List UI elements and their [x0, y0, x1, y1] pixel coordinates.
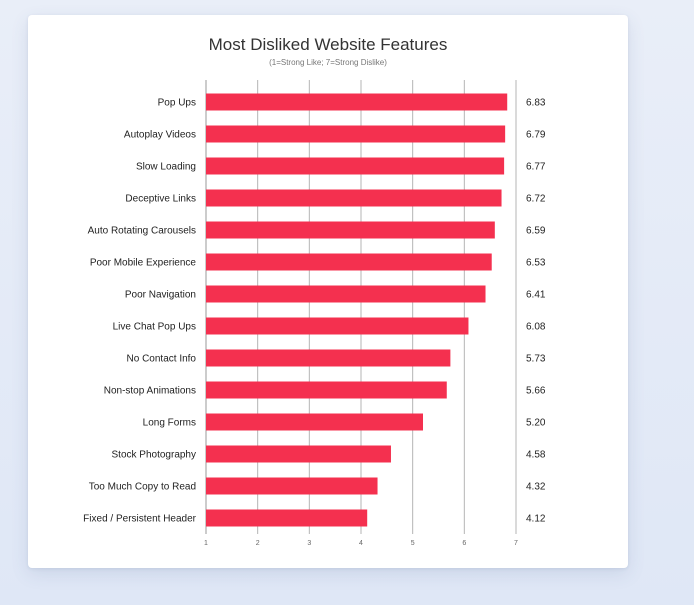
value-label: 6.59	[526, 226, 546, 237]
value-label: 5.66	[526, 386, 546, 397]
bar	[206, 317, 469, 335]
x-tick-label: 5	[411, 540, 415, 547]
value-label: 6.77	[526, 162, 546, 173]
category-label: No Contact Info	[127, 354, 197, 365]
bar	[206, 349, 451, 367]
value-label: 5.73	[526, 354, 546, 365]
bar	[206, 381, 447, 399]
x-tick-label: 2	[256, 540, 260, 547]
x-tick-label: 4	[359, 540, 363, 547]
bar-chart: Pop Ups 6.83 Autoplay Videos 6.79 Slow Loadi…	[83, 80, 546, 547]
category-label: Non-stop Animations	[104, 386, 196, 397]
x-tick-label: 3	[307, 540, 311, 547]
category-label: Pop Ups	[158, 98, 196, 109]
category-label: Poor Navigation	[125, 290, 196, 301]
category-label: Fixed / Persistent Header	[83, 514, 196, 525]
value-label: 4.12	[526, 514, 546, 525]
value-label: 6.83	[526, 98, 546, 109]
category-label: Too Much Copy to Read	[89, 482, 196, 493]
bar	[206, 125, 506, 143]
value-label: 6.08	[526, 322, 546, 333]
value-label: 6.41	[526, 290, 546, 301]
value-label: 5.20	[526, 418, 546, 429]
bar	[206, 221, 495, 239]
x-tick-label: 7	[514, 540, 518, 547]
bar	[206, 157, 505, 175]
category-label: Deceptive Links	[125, 194, 196, 205]
category-label: Slow Loading	[136, 162, 196, 173]
category-label: Long Forms	[143, 418, 196, 429]
value-label: 6.79	[526, 130, 546, 141]
value-label: 6.72	[526, 194, 546, 205]
bar	[206, 509, 368, 527]
category-label: Poor Mobile Experience	[90, 258, 197, 269]
bar	[206, 285, 486, 303]
chart-card: Most Disliked Website Features (1=Strong…	[28, 15, 628, 568]
bar	[206, 477, 378, 495]
category-label: Autoplay Videos	[124, 130, 196, 141]
value-label: 6.53	[526, 258, 546, 269]
bar	[206, 253, 492, 271]
chart-title: Most Disliked Website Features	[208, 35, 448, 54]
x-tick-label: 6	[462, 540, 466, 547]
bar	[206, 93, 508, 111]
bar	[206, 445, 391, 463]
value-label: 4.32	[526, 482, 546, 493]
chart-subtitle: (1=Strong Like; 7=Strong Dislike)	[269, 58, 387, 67]
bar	[206, 413, 423, 431]
category-label: Live Chat Pop Ups	[113, 322, 196, 333]
x-tick-label: 1	[204, 540, 208, 547]
category-label: Auto Rotating Carousels	[88, 226, 196, 237]
value-label: 4.58	[526, 450, 546, 461]
category-label: Stock Photography	[112, 450, 197, 461]
bar	[206, 189, 502, 207]
